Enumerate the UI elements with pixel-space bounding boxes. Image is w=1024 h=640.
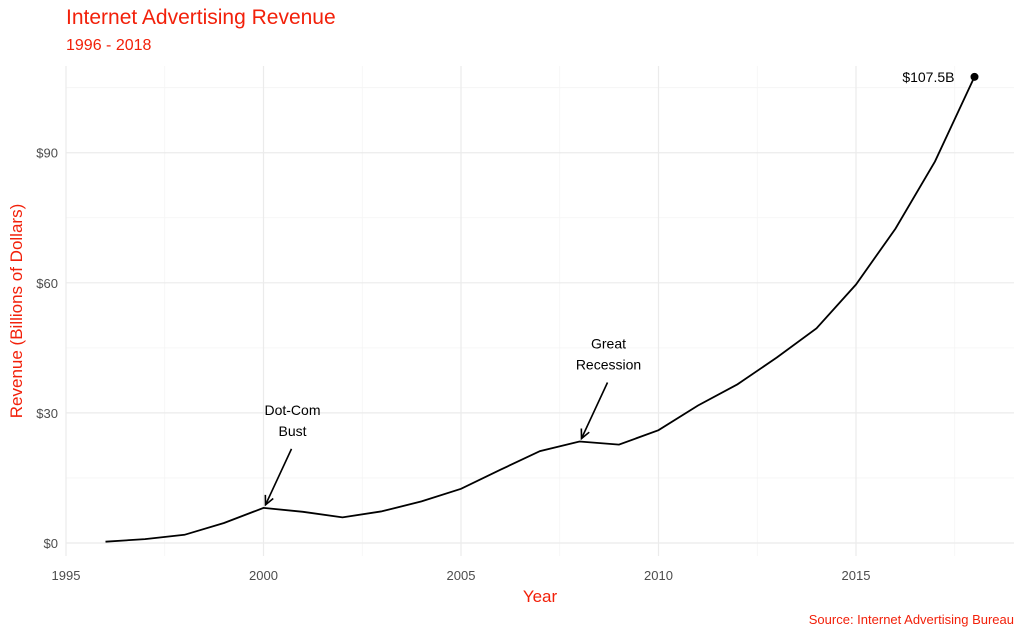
y-tick-label: $60 [36, 276, 58, 291]
y-tick-label: $0 [44, 536, 58, 551]
chart-subtitle: 1996 - 2018 [66, 37, 152, 54]
annotations: Dot-Com Bust Great Recession [264, 336, 641, 507]
grid [65, 66, 1014, 556]
annotation-arrowhead [580, 428, 590, 441]
x-tick-label: 2000 [249, 568, 278, 583]
annotation: Great Recession [576, 336, 641, 441]
y-tick-label: $90 [36, 146, 58, 161]
annotation: Dot-Com Bust [264, 402, 321, 507]
x-tick-label: 2010 [644, 568, 673, 583]
revenue-line [105, 76, 976, 543]
end-value-label: $107.5B [902, 69, 954, 85]
end-point-marker [970, 72, 979, 81]
y-tick-label: $30 [36, 406, 58, 421]
x-tick-label: 2015 [842, 568, 871, 583]
annotation-label: Recession [576, 357, 641, 373]
annotation-label: Bust [278, 423, 306, 439]
annotation-arrow [264, 448, 293, 506]
chart-source: Source: Internet Advertising Bureau [808, 612, 1014, 627]
y-axis-ticks: $0 $30 $60 $90 [36, 146, 58, 551]
chart-title: Internet Advertising Revenue [66, 6, 336, 29]
y-axis-title: Revenue (Billions of Dollars) [7, 204, 26, 418]
annotation-arrowhead [264, 494, 274, 507]
annotation-label: Great [591, 336, 626, 352]
annotation-arrow [580, 382, 609, 439]
x-axis-ticks: 1995 2000 2005 2010 2015 [52, 568, 871, 583]
x-tick-label: 2005 [447, 568, 476, 583]
annotation-label: Dot-Com [264, 402, 320, 418]
x-tick-label: 1995 [52, 568, 81, 583]
x-axis-title: Year [523, 587, 558, 606]
